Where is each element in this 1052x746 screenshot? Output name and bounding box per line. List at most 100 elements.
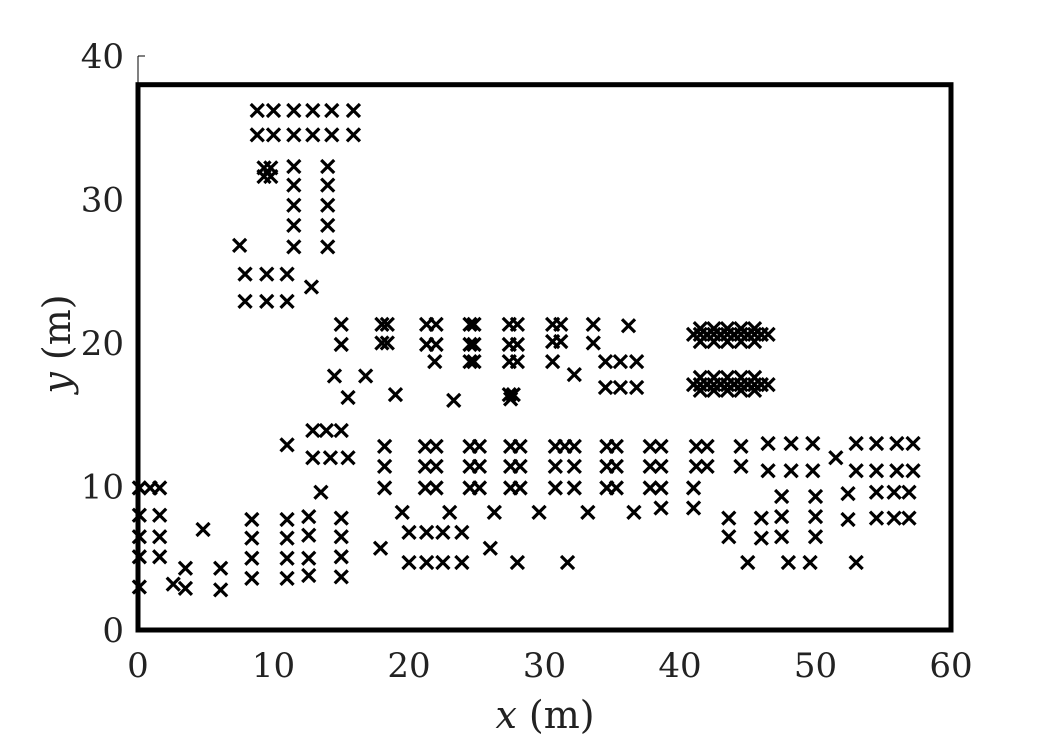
data-point [547,458,563,475]
data-point [753,510,769,526]
data-point [840,486,856,502]
data-point [848,435,864,452]
data-point [428,438,444,454]
data-point [428,336,444,353]
data-point [279,570,295,586]
data-point [805,435,821,452]
data-point [345,127,362,143]
data-point [466,316,482,332]
data-point [626,504,642,520]
data-point [905,435,921,452]
x-tick-label: 0 [127,646,149,686]
data-point [454,554,470,571]
data-point [279,293,295,310]
data-point [442,504,458,520]
data-point [340,389,356,406]
x-axis-label: x (m) [495,693,594,737]
data-point [301,509,317,525]
data-point [259,266,275,282]
data-point [733,369,749,386]
data-point [544,354,561,370]
data-point [733,458,749,475]
data-point [131,579,147,595]
data-point [901,484,917,500]
data-point [177,560,194,576]
data-point [333,510,349,526]
data-point [131,529,147,545]
data-point [706,369,722,386]
data-point [531,504,547,520]
data-point [608,458,624,475]
data-point [305,102,321,119]
data-point [301,527,317,543]
data-point [322,450,339,466]
data-point [706,382,722,398]
data-point [152,529,168,545]
data-point [721,529,737,545]
data-points [131,102,921,598]
data-point [840,511,856,528]
data-point [848,463,864,479]
data-point [376,438,393,454]
data-point [580,504,596,520]
data-point [471,438,488,454]
data-point [886,510,902,526]
data-point [629,379,645,396]
data-point [509,336,526,353]
data-point [466,354,482,370]
data-point [333,336,349,353]
data-point [746,369,763,386]
y-tick-label: 0 [102,611,124,651]
data-point [303,279,320,295]
data-point [868,484,885,500]
data-point [566,438,582,454]
data-point [379,316,395,332]
data-point [237,266,253,282]
data-point [244,511,260,528]
data-point [428,480,444,496]
data-point [509,316,526,332]
data-point [608,438,624,454]
data-point [597,379,614,396]
data-point [249,127,265,143]
y-tick-label: 30 [81,181,124,221]
data-point [512,458,528,475]
data-point [773,509,790,525]
data-point [374,316,390,332]
data-point [305,450,321,466]
y-tick-label: 10 [81,468,124,508]
data-point [719,321,736,337]
data-point [905,463,921,479]
data-point [773,488,790,505]
data-point [566,480,582,496]
data-point [612,379,629,396]
data-point [131,549,147,565]
data-point [286,217,302,233]
data-point [471,480,488,496]
data-point [502,391,519,407]
data-point [279,550,295,566]
data-point [760,376,776,393]
data-point [177,580,194,597]
data-point [379,335,395,351]
data-point [807,488,824,505]
data-point [901,510,917,526]
data-point [733,382,749,398]
data-point [828,450,844,466]
data-point [699,438,715,454]
data-point [802,554,818,571]
data-point [231,237,248,254]
data-point [585,316,601,332]
data-point [418,554,435,571]
data-point [324,102,340,119]
data-point [512,480,528,496]
data-point [462,354,478,370]
data-point [585,335,601,351]
data-point [428,316,444,332]
data-point [333,569,349,585]
data-point [597,354,614,370]
data-point [685,480,702,496]
data-point [692,321,708,337]
data-point [612,354,629,370]
